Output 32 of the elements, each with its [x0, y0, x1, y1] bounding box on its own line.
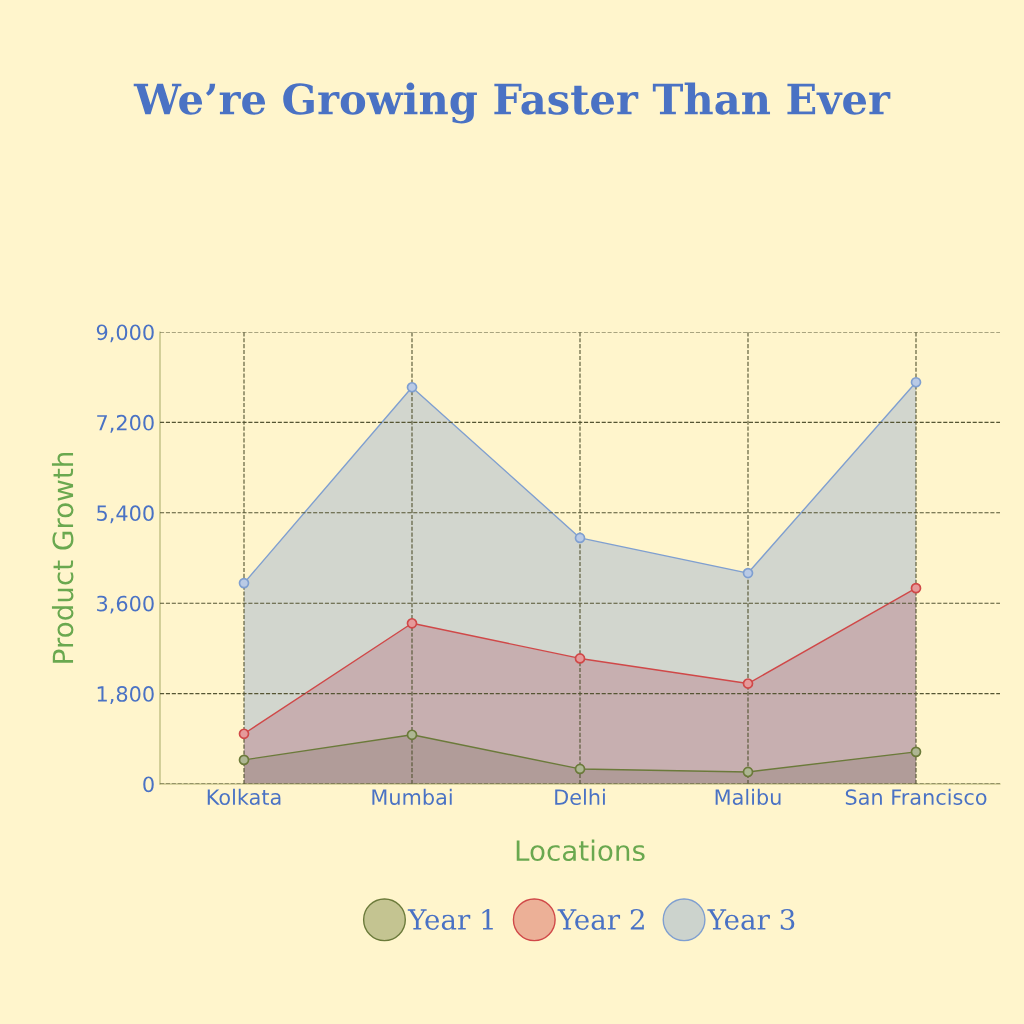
legend-label: Year 1: [407, 908, 493, 930]
y-tick-label: 5,400: [97, 505, 154, 524]
point: [574, 763, 586, 775]
y-tick-label: 0: [143, 776, 154, 793]
point: [910, 582, 922, 594]
point: [406, 729, 418, 741]
point: [406, 381, 418, 393]
y-tick-label: 1,800: [97, 686, 154, 704]
point: [574, 532, 586, 544]
point: [910, 376, 922, 388]
point: [574, 653, 586, 664]
chart-title: We’re Growing Faster Than Ever: [133, 82, 891, 124]
y-tick-label: 3,600: [97, 595, 154, 614]
y-tick-label: 7,200: [97, 414, 154, 433]
point: [406, 617, 418, 629]
point: [742, 678, 754, 689]
point: [910, 746, 922, 758]
x-tick-label: Kolkata: [207, 788, 281, 805]
point: [238, 728, 250, 740]
legend-label: Year 3: [707, 908, 795, 930]
y-tick-label: 9,000: [96, 324, 154, 343]
point: [238, 754, 250, 766]
x-tick-label: Mumbai: [372, 788, 452, 805]
x-axis-title: Locations: [516, 839, 645, 862]
point: [238, 577, 250, 589]
x-tick-label: San Francisco: [845, 788, 987, 805]
point: [742, 567, 754, 579]
y-axis-title: Product Growth: [51, 452, 74, 663]
x-tick-label: Malibu: [715, 788, 781, 805]
point: [742, 766, 754, 778]
legend-label: Year 2: [557, 908, 644, 930]
x-tick-label: Delhi: [555, 788, 605, 805]
